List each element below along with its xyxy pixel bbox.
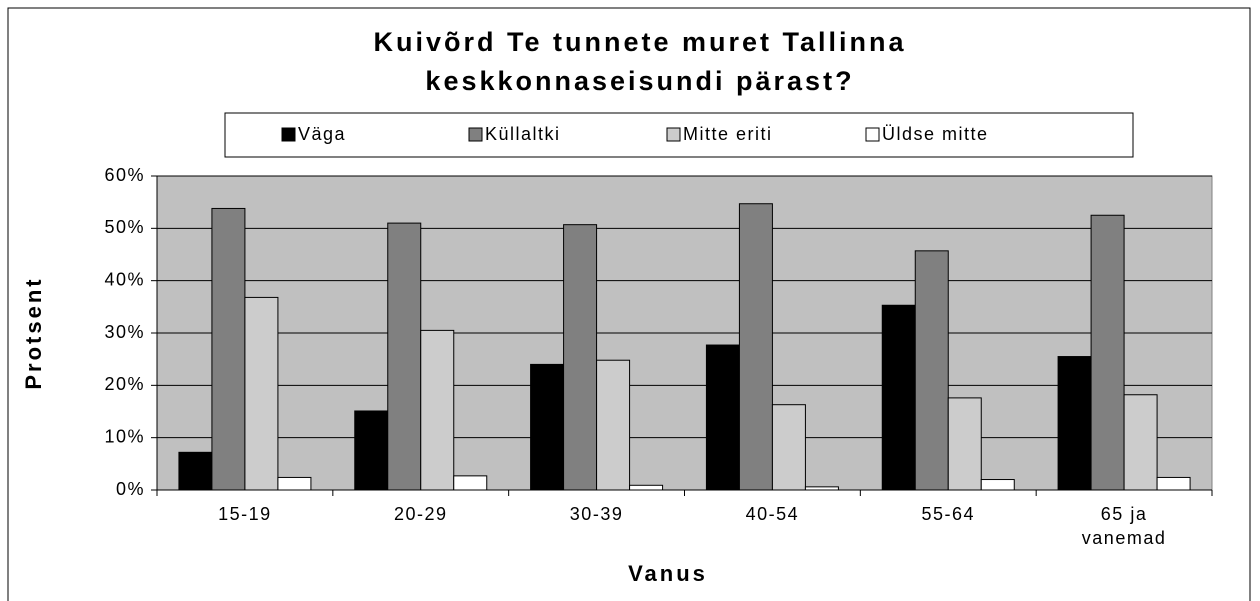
bar <box>1156 476 1191 491</box>
x-tick-label-box: 40-54 <box>745 504 800 524</box>
bar <box>771 404 806 491</box>
bar <box>387 222 422 491</box>
y-tick-label: 10% <box>104 426 145 446</box>
bar <box>705 344 740 491</box>
legend-swatch <box>468 127 483 142</box>
x-tick-label-box: 15-19 <box>218 504 272 524</box>
x-axis-title: Vanus <box>628 561 708 586</box>
bar <box>1057 356 1092 491</box>
bar <box>1123 394 1158 491</box>
y-tick-label: 20% <box>104 374 145 394</box>
x-tick-label: 30-39 <box>569 504 624 524</box>
x-tick-label: 40-54 <box>745 504 800 524</box>
bar <box>354 410 389 491</box>
bar <box>530 363 565 491</box>
x-tick-label: 65 ja vanemad <box>1081 504 1167 548</box>
bar <box>453 475 488 491</box>
legend-label: Väga <box>298 124 346 144</box>
legend-label: Küllaltki <box>485 124 561 144</box>
legend-swatch <box>865 127 880 142</box>
bar <box>178 451 213 491</box>
y-tick-label: 60% <box>104 165 145 185</box>
bar <box>420 329 455 491</box>
bar <box>914 250 949 491</box>
x-tick-label: 55-64 <box>921 504 976 524</box>
legend-swatch <box>281 127 296 142</box>
y-tick-label: 40% <box>104 269 145 289</box>
bar <box>244 296 279 491</box>
bar <box>596 359 631 491</box>
bar <box>804 486 839 491</box>
bar <box>980 479 1015 491</box>
bar <box>211 207 246 491</box>
y-tick-label: 0% <box>116 479 145 499</box>
x-tick-label: 20-29 <box>393 504 448 524</box>
chart-title: Kuivõrd Te tunnete muret Tallinna <box>373 27 906 57</box>
bar <box>947 397 982 491</box>
bar <box>563 224 598 491</box>
bar <box>277 476 312 491</box>
y-tick-label: 30% <box>104 322 145 342</box>
y-axis-title: Protsent <box>21 276 46 389</box>
chart-title: keskkonnaseisundi pärast? <box>425 66 854 96</box>
legend-label: Mitte eriti <box>683 124 773 144</box>
bar <box>1090 214 1125 491</box>
bar <box>738 203 773 491</box>
bar <box>629 484 664 491</box>
bar <box>881 304 916 491</box>
x-tick-label-box: 20-29 <box>393 504 448 524</box>
x-tick-label-box: 30-39 <box>569 504 624 524</box>
legend-label: Üldse mitte <box>882 124 989 144</box>
x-tick-label: 15-19 <box>218 504 272 524</box>
y-tick-label: 50% <box>104 217 145 237</box>
x-tick-label-box: 65 ja vanemad <box>1081 504 1167 548</box>
legend-swatch <box>666 127 681 142</box>
x-tick-label-box: 55-64 <box>921 504 976 524</box>
